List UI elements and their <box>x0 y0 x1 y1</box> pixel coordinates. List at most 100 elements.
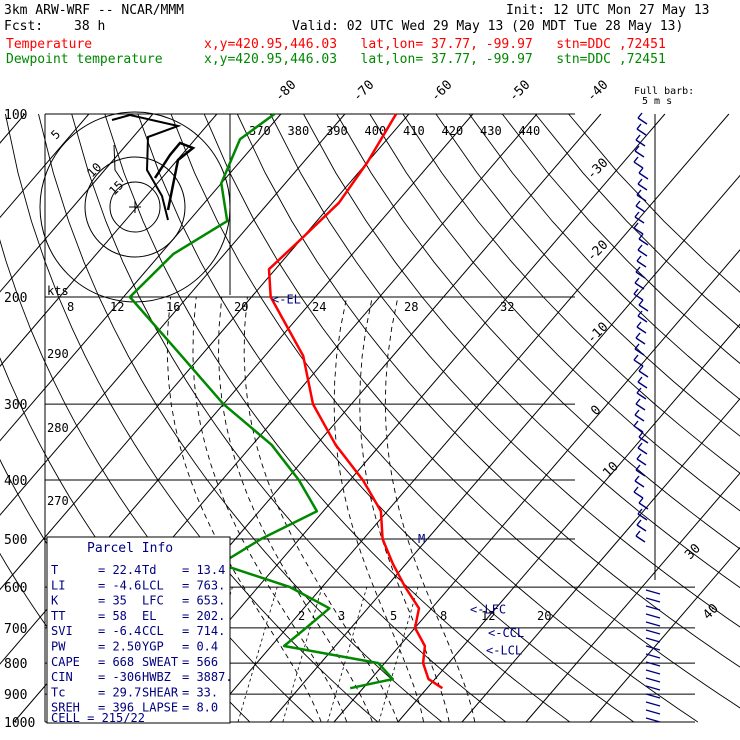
theta-label: 440 <box>519 124 541 138</box>
wind-barb <box>635 530 646 543</box>
parcel-label: SWEAT <box>142 655 178 669</box>
isotherm-line <box>0 113 282 442</box>
wind-barb <box>645 645 661 651</box>
theta-label: 420 <box>442 124 464 138</box>
tick-label: 12 <box>110 300 124 314</box>
wind-barb <box>638 431 649 444</box>
isotherm-line <box>397 323 740 723</box>
isotherm-label: -50 <box>506 78 533 105</box>
tick-row-labels: 8 12 16 20 24 28 32 <box>67 300 514 314</box>
wind-barb <box>635 134 646 147</box>
parcel-value: = 0.4 <box>182 640 218 654</box>
hodograph-trace <box>111 113 182 221</box>
theta-label: 390 <box>326 124 348 138</box>
pressure-label: 200 <box>4 291 27 306</box>
dry-adiabat-lines <box>0 113 740 723</box>
profile-line <box>267 113 444 690</box>
wind-barb <box>635 398 646 411</box>
wind-barb <box>645 717 661 723</box>
isotherm-line <box>0 113 154 293</box>
parcel-label: LAPSE <box>142 701 178 715</box>
wind-barb <box>636 255 647 268</box>
wind-barb <box>645 677 661 683</box>
isotherm-line <box>333 249 740 723</box>
wind-barb <box>637 508 648 521</box>
theta-label: 280 <box>47 421 69 435</box>
wind-barb <box>645 589 661 595</box>
wind-barb <box>636 387 647 400</box>
wind-barb <box>637 310 648 323</box>
parcel-value: = 566 <box>182 655 218 669</box>
parcel-value: = 714. <box>182 624 225 638</box>
parcel-value: = 8.0 <box>182 701 218 715</box>
wind-barb <box>637 178 648 191</box>
dewpoint-profile <box>128 112 394 690</box>
init-time: Init: 12 UTC Mon 27 May 13 <box>506 3 710 18</box>
wind-barb <box>645 637 661 643</box>
hodograph-storm-motion <box>113 144 124 183</box>
theta-label: 410 <box>403 124 425 138</box>
isotherm-label: -40 <box>584 78 611 105</box>
parcel-label: EL <box>142 609 156 623</box>
tick-label: 24 <box>312 300 326 314</box>
isotherm-top-labels: -80 -70 -60 -50 -40 <box>272 78 611 105</box>
hodograph-ring-5 <box>109 181 161 233</box>
wind-barb <box>636 321 647 334</box>
parcel-label: CAPE <box>51 655 80 669</box>
parcel-value: = -306 <box>98 670 141 684</box>
isotherm-line <box>461 397 740 723</box>
isotherm-line <box>269 174 740 723</box>
dry-adiabat <box>104 113 571 723</box>
wind-barb <box>634 343 645 356</box>
parcel-label: PW <box>51 640 66 654</box>
level-annotation: <-CCL <box>488 626 524 640</box>
wind-barb <box>633 354 644 367</box>
parcel-label: CIN <box>51 670 73 684</box>
wind-barb <box>634 211 645 224</box>
mixing-ratio-label: 20 <box>537 609 551 623</box>
parcel-value: = 3887. <box>182 670 233 684</box>
mixing-ratio-label: 2 <box>298 609 305 623</box>
parcel-value: = 396 <box>98 701 134 715</box>
wind-barb <box>637 376 648 389</box>
parcel-label: T <box>51 563 58 577</box>
hodograph-ring-10 <box>84 156 186 258</box>
level-annotations: <-EL <-LFC <-CCL <-LCL M <box>272 293 524 658</box>
parcel-label: LCL <box>142 578 164 592</box>
parcel-info-title: Parcel Info <box>87 541 173 556</box>
moist-adiabat <box>243 296 399 723</box>
parcel-label: YGP <box>142 640 164 654</box>
wind-barb <box>638 497 649 510</box>
isotherm-label: -60 <box>428 78 455 105</box>
wind-barb <box>633 420 644 433</box>
parcel-value: = 35 <box>98 594 127 608</box>
hodograph-units: kts <box>47 284 69 298</box>
wind-barb <box>634 145 645 158</box>
parcel-value: = 58 <box>98 609 127 623</box>
wind-barb <box>645 701 661 707</box>
wind-barb <box>645 685 661 691</box>
barb-legend-line1: Full barb: <box>634 86 694 97</box>
wind-barb <box>637 112 648 125</box>
wind-barb <box>645 653 661 659</box>
level-annotation: <-LFC <box>470 602 506 616</box>
wind-barb <box>636 189 647 202</box>
wind-barb <box>634 409 645 422</box>
mixing-ratio-line <box>237 587 278 723</box>
parcel-label: LFC <box>142 594 164 608</box>
tick-label: 8 <box>67 300 74 314</box>
wind-barb <box>645 709 661 715</box>
wind-barb <box>635 332 646 345</box>
tick-label: 20 <box>234 300 248 314</box>
hodograph-trace-lower <box>153 141 196 211</box>
barb-legend-line2: 5 m s <box>642 96 672 107</box>
parcel-value: = 22.4 <box>98 563 141 577</box>
wind-barb <box>645 613 661 619</box>
isotherm-label: 10 <box>600 459 622 481</box>
wind-barb <box>638 233 649 246</box>
parcel-label: SHEAR <box>142 685 179 699</box>
level-annotation: <-EL <box>272 293 301 307</box>
